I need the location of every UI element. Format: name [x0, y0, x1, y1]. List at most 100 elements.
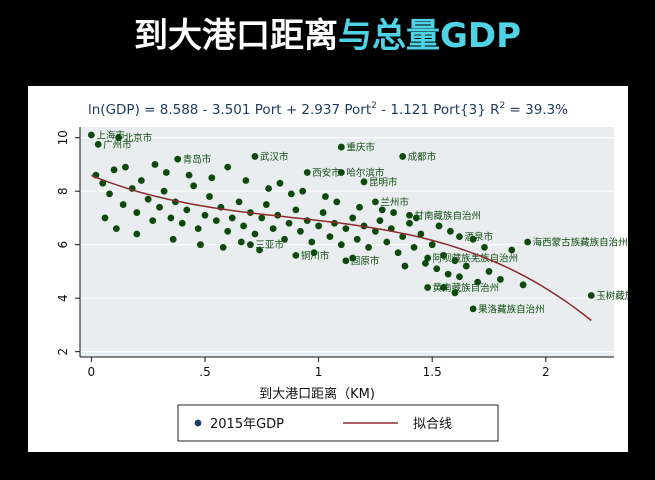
data-point [122, 163, 129, 171]
y-tick-label-2: 6 [56, 241, 70, 249]
data-point [240, 222, 248, 230]
labeled-point-1 [115, 134, 123, 142]
data-point [485, 268, 493, 275]
labeled-point-7 [303, 169, 311, 176]
fit-line-group [91, 174, 592, 322]
data-point [219, 243, 227, 251]
y-tick-label-4: 10 [56, 130, 70, 145]
y-tick-label-3: 8 [56, 187, 70, 195]
point-label-14: 果洛藏族自治州 [478, 303, 545, 315]
point-label-16: 甘南藏族自治州 [414, 210, 481, 222]
data-point [265, 185, 273, 192]
chart-title: ln(GDP) = 8.588 - 3.501 Port + 2.937 Por… [88, 101, 568, 118]
data-point [372, 227, 379, 235]
x-tick-label-1: .5 [199, 365, 210, 379]
data-point [212, 217, 220, 225]
data-point [258, 214, 266, 222]
y-tick-label-1: 4 [56, 294, 70, 302]
data-point [353, 235, 361, 243]
legend-box [177, 404, 499, 442]
labeled-point-11 [456, 233, 463, 241]
legend-label-fit: 拟合线 [413, 417, 452, 432]
chart-title-mid: - 1.121 Port{3} R [377, 102, 500, 118]
chart-title-sup1: 2 [371, 101, 377, 111]
legend-label-gdp: 2015年GDP [210, 417, 284, 432]
labeled-point-3 [337, 143, 345, 151]
data-point [433, 265, 441, 273]
data-point [224, 227, 232, 235]
data-point [106, 190, 113, 198]
point-label-4: 成都市 [408, 151, 437, 163]
data-point [281, 235, 288, 243]
data-point [333, 198, 341, 206]
point-label-10: 兰州市 [380, 196, 409, 208]
fit-line [91, 174, 592, 322]
data-point [99, 179, 107, 187]
slide-title-accent: 与总量GDP [337, 16, 522, 56]
x-tick-label-0: 0 [88, 365, 96, 379]
data-point [319, 209, 327, 216]
data-point [394, 249, 402, 257]
data-point [342, 225, 350, 233]
data-point [496, 276, 504, 283]
data-points [87, 131, 595, 313]
data-point [235, 198, 243, 206]
data-point [197, 241, 204, 249]
data-point [440, 251, 447, 259]
data-point [428, 241, 436, 249]
data-point [440, 284, 447, 291]
point-label-1: 北京市 [124, 132, 153, 144]
data-point [151, 161, 159, 168]
data-point [376, 217, 384, 225]
labeled-point-15 [424, 284, 432, 291]
labeled-point-17 [424, 254, 432, 262]
labeled-point-10 [372, 198, 379, 206]
data-point [242, 177, 250, 184]
data-point [285, 219, 293, 227]
data-point [451, 289, 459, 297]
point-label-3: 重庆市 [346, 142, 375, 154]
data-point [365, 243, 372, 251]
data-point [421, 259, 429, 267]
data-point [119, 201, 127, 208]
data-point [251, 230, 259, 238]
axes: 2 4 6 8 10 0 .5 1 1.5 2 [56, 127, 614, 379]
labeled-point-18 [247, 241, 254, 249]
data-point [208, 174, 216, 182]
x-tick-label-4: 2 [542, 365, 550, 379]
data-point [156, 203, 163, 211]
data-point [481, 243, 488, 251]
labeled-point-12 [524, 238, 532, 246]
data-point [299, 187, 307, 195]
data-point [399, 233, 407, 241]
data-point [322, 193, 329, 200]
chart-title-lead: ln(GDP) = 8.588 - 3.501 Port + 2.937 Por… [88, 102, 371, 118]
data-point [160, 187, 168, 195]
labeled-point-14 [469, 305, 477, 313]
data-point [169, 235, 177, 243]
point-label-20: 固原市 [351, 255, 380, 267]
legend-marker-gdp [194, 419, 202, 427]
data-point [190, 182, 198, 190]
grid-lines [80, 137, 614, 353]
point-label-18: 三亚市 [255, 239, 284, 251]
point-label-19: 铜川市 [301, 250, 330, 262]
data-point [337, 241, 345, 249]
data-point [287, 190, 295, 198]
slide-title-main: 到大港口距离 [133, 16, 338, 56]
data-point [133, 209, 141, 216]
data-point [149, 217, 157, 225]
data-point [292, 206, 300, 214]
x-tick-label-3: 1.5 [423, 365, 442, 379]
labeled-point-4 [399, 153, 407, 160]
data-point [315, 222, 322, 230]
data-point [110, 166, 118, 174]
data-point [435, 222, 443, 230]
data-point [167, 214, 175, 222]
labeled-point-0 [87, 131, 95, 139]
x-axis-label: 到大港口距离（KM) [259, 386, 375, 402]
labeled-point-13 [587, 292, 595, 299]
data-point [101, 214, 109, 222]
data-point [137, 177, 145, 184]
data-point [224, 163, 232, 171]
